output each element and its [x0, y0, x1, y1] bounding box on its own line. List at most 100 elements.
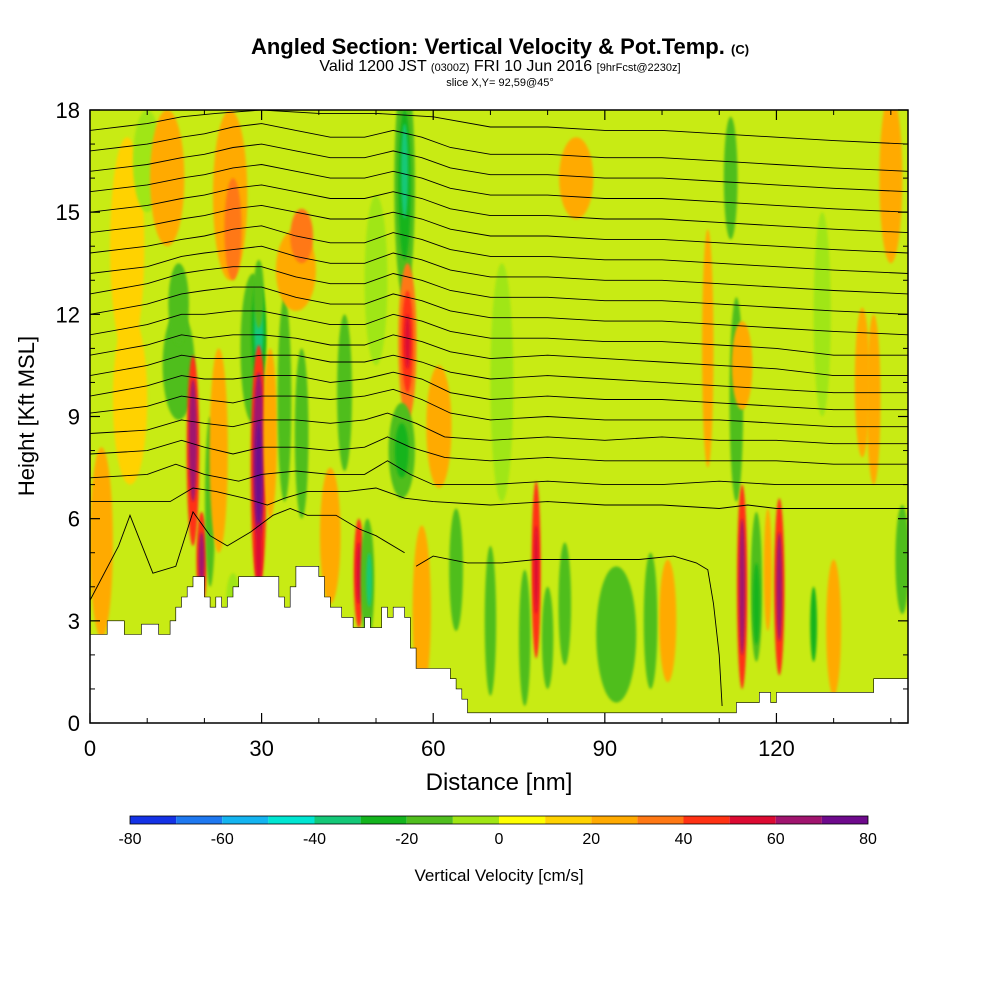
colorbar-swatch: [637, 816, 684, 824]
colorbar-swatch: [268, 816, 315, 824]
velocity-cell: [319, 467, 341, 604]
colorbar-swatch: [222, 816, 269, 824]
y-tick-label: 18: [56, 98, 80, 123]
velocity-cell: [659, 559, 677, 683]
theta-contour: [90, 508, 405, 601]
chart-title-text: Angled Section: Vertical Velocity & Pot.…: [250, 34, 725, 59]
velocity-cell: [739, 518, 745, 655]
y-tick-label: 9: [68, 405, 80, 430]
colorbar-tick-label: 20: [582, 831, 600, 848]
velocity-cell: [364, 195, 388, 366]
velocity-cell: [752, 562, 760, 645]
x-tick-label: 0: [84, 736, 96, 761]
potential-temperature-contours: [90, 110, 908, 707]
velocity-cell: [643, 552, 658, 689]
theta-contour: [90, 371, 908, 411]
velocity-cell: [294, 348, 309, 519]
terrain: [89, 565, 909, 724]
colorbar-swatch: [821, 816, 868, 824]
velocity-cell: [763, 508, 772, 632]
colorbar-tick-label: 80: [859, 831, 877, 848]
velocity-cell: [394, 423, 409, 478]
chart-title: Angled Section: Vertical Velocity & Pot.…: [0, 34, 1000, 60]
velocity-cell: [723, 116, 738, 240]
y-tick-label: 12: [56, 302, 80, 327]
colorbar-swatch: [545, 816, 592, 824]
colorbar-swatch: [176, 816, 223, 824]
velocity-cell: [366, 552, 373, 608]
colorbar-tick-label: 0: [495, 831, 504, 848]
velocity-cell: [490, 263, 514, 502]
velocity-cell: [90, 447, 113, 638]
theta-contour: [90, 487, 908, 509]
theta-contour: [90, 184, 908, 234]
colorbar-tick-label: -60: [211, 831, 234, 848]
velocity-cell: [150, 110, 185, 247]
axes: 0 30 60 90 120 0 3 6 9 12 15 18: [56, 98, 908, 761]
colorbar-swatch: [406, 816, 453, 824]
velocity-cell: [533, 525, 539, 615]
x-tick-label: 90: [593, 736, 617, 761]
y-tick-label: 15: [56, 200, 80, 225]
theta-contour: [90, 164, 908, 213]
velocity-cell: [290, 208, 314, 264]
colorbar-frame: [129, 815, 869, 825]
velocity-cell: [731, 321, 753, 410]
velocity-cell: [401, 123, 409, 219]
velocity-cell: [866, 314, 881, 485]
theta-contour: [90, 225, 908, 274]
valid-date: FRI 10 Jun 2016: [473, 58, 593, 75]
velocity-cell: [879, 110, 903, 264]
colorbar-swatch: [683, 816, 730, 824]
velocity-cell: [255, 522, 263, 584]
colorbar-swatch: [499, 816, 546, 824]
velocity-cell: [277, 297, 292, 502]
colorbar-swatch: [591, 816, 638, 824]
theta-contour: [90, 436, 908, 465]
colorbar-swatch: [729, 816, 776, 824]
valid-time-local: Valid 1200 JST: [319, 58, 427, 75]
velocity-cell: [541, 586, 554, 689]
velocity-cell: [484, 545, 497, 696]
velocity-cell: [426, 365, 452, 489]
theta-contour: [90, 354, 908, 394]
velocity-cell: [558, 542, 572, 666]
terrain-mask: [89, 565, 909, 724]
slice-info: slice X,Y= 92,59@45°: [446, 77, 554, 89]
forecast-info: [9hrFcst@2230z]: [596, 62, 681, 74]
theta-contour: [90, 204, 908, 254]
y-tick-label: 6: [68, 507, 80, 532]
valid-time-utc: (0300Z): [430, 62, 470, 74]
velocity-cell: [854, 307, 870, 458]
velocity-cell: [559, 137, 594, 219]
colorbar-tick-label: 40: [675, 831, 693, 848]
velocity-cell: [404, 314, 411, 369]
x-axis-label: Distance [nm]: [426, 769, 573, 796]
theta-contour: [90, 412, 908, 445]
velocity-cell: [198, 532, 205, 587]
theta-contour: [90, 460, 908, 486]
velocity-cell: [110, 137, 145, 356]
theta-contour: [90, 123, 908, 172]
velocity-cell: [412, 525, 431, 696]
velocity-cell: [826, 559, 842, 696]
velocity-cell: [895, 505, 908, 615]
colorbar-tick-label: 60: [767, 831, 785, 848]
velocity-cell: [263, 348, 278, 519]
velocity-cell: [355, 542, 362, 604]
colorbar-swatch: [775, 816, 822, 824]
colorbar-tick-label: -40: [303, 831, 326, 848]
theta-contour: [90, 334, 908, 377]
velocity-cell: [702, 229, 714, 468]
velocity-cell: [813, 212, 831, 417]
x-tick-label: 120: [758, 736, 795, 761]
chart-title-unit: (C): [731, 42, 750, 57]
colorbar-tick-label: -80: [118, 831, 141, 848]
velocity-cell: [337, 314, 352, 471]
velocity-cell: [112, 314, 148, 485]
theta-contour: [415, 555, 723, 707]
valid-time: Valid 1200 JST (0300Z) FRI 10 Jun 2016 […: [0, 58, 1000, 76]
y-axis-label: Height [Kft MSL]: [14, 336, 39, 496]
y-tick-label: 3: [68, 609, 80, 634]
theta-contour: [90, 388, 908, 428]
